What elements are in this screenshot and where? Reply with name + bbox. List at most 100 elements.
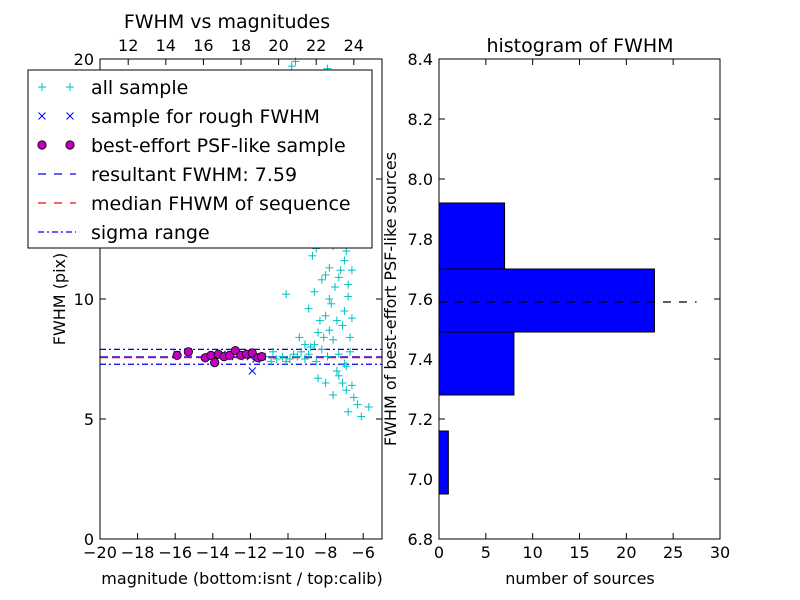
legend-entry: resultant FWHM: 7.59 <box>38 164 297 186</box>
right-y-tick-label: 7.0 <box>408 470 433 489</box>
all-sample-point <box>323 352 332 361</box>
psf-like-point <box>210 357 220 368</box>
left-x-tick-label: −14 <box>196 543 230 562</box>
left-x-axis-label: magnitude (bottom:isnt / top:calib) <box>101 569 382 588</box>
right-x-tick-label: 20 <box>616 543 636 562</box>
legend-entry: sample for rough FWHM <box>38 106 320 128</box>
all-sample-point <box>268 347 277 356</box>
legend-entry: median FHWM of sequence <box>38 193 351 215</box>
left-y-tick-label: 20 <box>74 50 94 69</box>
histogram-bar <box>438 268 655 333</box>
histogram-bar <box>438 202 506 270</box>
left-top-tick-label: 20 <box>268 36 288 55</box>
all-sample-point <box>315 316 324 325</box>
all-sample-point <box>325 263 334 272</box>
all-sample-point <box>340 307 349 315</box>
right-x-tick-label: 5 <box>481 543 491 562</box>
all-sample-point <box>347 381 356 390</box>
psf-like-point <box>183 347 193 357</box>
legend: all sample sample for rough FWHM best-effo… <box>27 69 373 249</box>
left-top-tick-label: 18 <box>231 36 251 55</box>
left-x-tick-label: −10 <box>271 543 305 562</box>
left-x-tick-label: −6 <box>351 543 375 562</box>
legend-dot-marker-1 <box>37 140 47 150</box>
right-x-tick-label: 30 <box>710 543 730 562</box>
left-plot-frame <box>99 58 383 540</box>
all-sample-point <box>334 273 343 282</box>
left-top-tick-label: 12 <box>118 36 138 55</box>
all-sample-point <box>353 400 362 409</box>
all-sample-point <box>267 357 276 366</box>
all-sample-point <box>300 355 309 363</box>
all-sample-point <box>304 350 313 359</box>
legend-entry: all sample <box>38 77 188 99</box>
right-x-tick-label: 10 <box>522 543 542 562</box>
all-sample-point <box>321 379 330 387</box>
psf-like-point <box>172 350 182 360</box>
all-sample-point <box>300 340 309 349</box>
all-sample-point <box>364 403 373 411</box>
all-sample-point <box>308 251 317 260</box>
all-sample-point <box>297 347 306 356</box>
left-y-tick-label: 5 <box>84 410 94 429</box>
all-sample-point <box>325 326 334 335</box>
all-sample-point <box>314 374 323 383</box>
fwhm-histogram-chart: histogram of FWHM number of sources FWHM… <box>381 35 730 588</box>
all-sample-point <box>334 350 343 359</box>
all-sample-point <box>310 340 319 349</box>
left-top-tick-label: 16 <box>193 36 213 55</box>
all-sample-point <box>287 62 296 71</box>
right-x-tick-label: 15 <box>569 543 589 562</box>
all-sample-point <box>336 266 345 275</box>
left-y-tick-label: 0 <box>84 530 94 549</box>
all-sample-point <box>344 292 353 301</box>
left-y-axis-label: FWHM (pix) <box>50 253 69 346</box>
legend-box <box>27 69 373 249</box>
all-sample-point <box>321 271 330 279</box>
right-y-tick-label: 7.6 <box>408 290 433 309</box>
legend-label: all sample <box>91 77 188 99</box>
legend-dot-marker-2 <box>65 140 75 150</box>
right-y-tick-label: 8.0 <box>408 170 433 189</box>
all-sample-point <box>334 371 343 380</box>
all-sample-point <box>293 352 302 361</box>
histogram-bar <box>438 430 449 495</box>
all-sample-point <box>317 345 326 354</box>
histogram-bar <box>438 331 515 396</box>
left-x-tick-label: −8 <box>314 543 338 562</box>
fwhm-vs-magnitude-chart: FWHM vs magnitudes magnitude (bottom:isn… <box>27 11 383 588</box>
rough-fwhm-point <box>248 367 257 375</box>
all-sample-point <box>347 314 356 323</box>
legend-entry: best-effort PSF-like sample <box>37 135 346 157</box>
right-x-axis-label: number of sources <box>505 569 655 588</box>
all-sample-point <box>329 335 338 344</box>
right-y-tick-label: 7.2 <box>408 410 433 429</box>
right-chart-title: histogram of FWHM <box>486 35 673 57</box>
cross-stroke-b <box>38 112 46 120</box>
all-sample-point <box>304 304 313 313</box>
legend-plus-marker-2 <box>66 83 74 91</box>
left-x-tick-label: −12 <box>234 543 268 562</box>
left-x-tick-label: −20 <box>83 543 117 562</box>
all-sample-point <box>319 333 328 342</box>
all-sample-point <box>327 299 336 308</box>
right-y-tick-label: 7.8 <box>408 230 433 249</box>
cross-stroke-b <box>66 112 74 120</box>
all-sample-point <box>295 333 304 342</box>
right-plot-frame <box>438 58 721 540</box>
left-x-tick-label: −16 <box>158 543 192 562</box>
all-sample-point <box>342 386 351 395</box>
left-x-tick-label: −18 <box>121 543 155 562</box>
all-sample-point <box>314 328 323 337</box>
all-sample-point <box>282 290 291 299</box>
right-x-tick-label: 25 <box>663 543 683 562</box>
all-sample-point <box>344 407 353 416</box>
all-sample-point <box>349 393 358 402</box>
all-sample-point <box>317 275 326 284</box>
legend-label: sample for rough FWHM <box>91 106 320 128</box>
all-sample-point <box>344 280 353 289</box>
cross-stroke-b <box>248 367 257 375</box>
all-sample-point <box>338 321 347 330</box>
left-y-tick-label: 10 <box>74 290 94 309</box>
